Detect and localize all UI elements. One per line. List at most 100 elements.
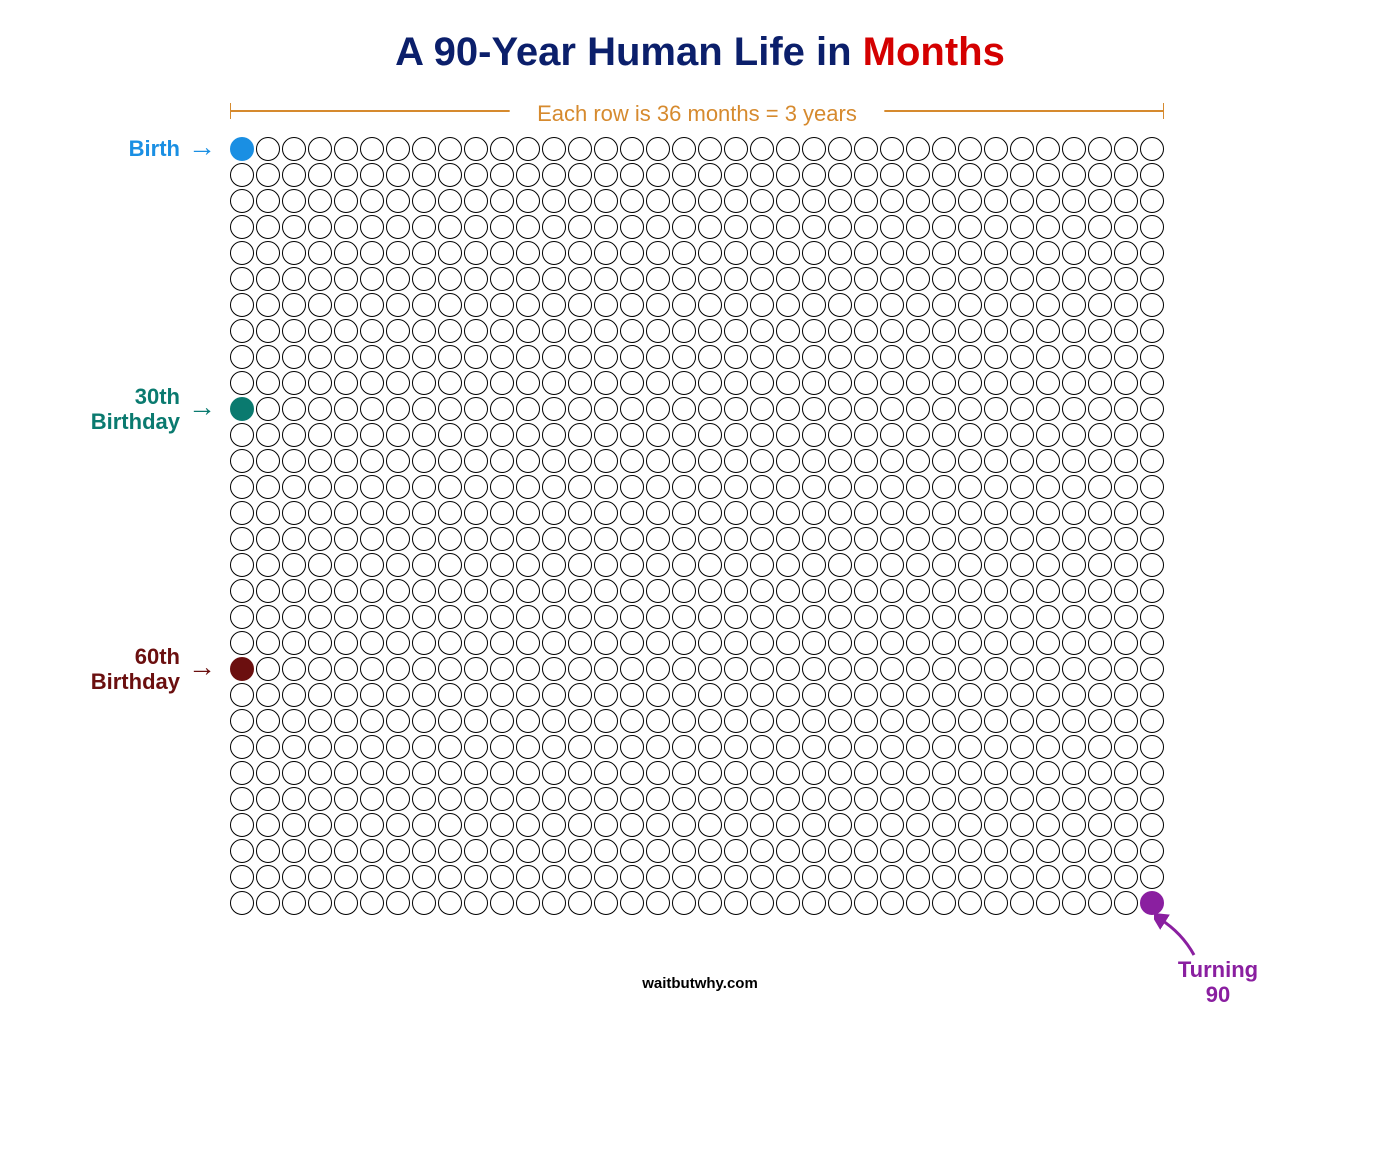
month-cell [282, 241, 306, 265]
month-cell [490, 449, 514, 473]
month-cell [1010, 605, 1034, 629]
month-cell [230, 345, 254, 369]
month-cell [230, 475, 254, 499]
arrow-right-icon: → [188, 651, 216, 683]
marker-label: 60thBirthday [40, 644, 180, 695]
month-cell [698, 735, 722, 759]
month-cell [542, 761, 566, 785]
month-cell [1114, 761, 1138, 785]
month-cell [516, 631, 540, 655]
month-cell [464, 761, 488, 785]
month-cell [1114, 163, 1138, 187]
month-cell [802, 839, 826, 863]
month-cell [958, 735, 982, 759]
month-cell [490, 371, 514, 395]
month-cell [568, 501, 592, 525]
month-cell [386, 787, 410, 811]
month-cell [854, 241, 878, 265]
grid-row [230, 683, 1164, 707]
month-cell [776, 293, 800, 317]
month-cell [1036, 319, 1060, 343]
month-cell [386, 553, 410, 577]
month-cell [386, 891, 410, 915]
month-cell [256, 579, 280, 603]
month-cell [308, 215, 332, 239]
month-cell [308, 475, 332, 499]
month-cell [958, 839, 982, 863]
grid-row [230, 475, 1164, 499]
month-cell [464, 189, 488, 213]
month-cell [594, 371, 618, 395]
month-cell [1062, 787, 1086, 811]
marker-label: Birth [40, 136, 180, 161]
month-cell [334, 345, 358, 369]
month-cell [386, 657, 410, 681]
month-cell [984, 189, 1008, 213]
month-cell [828, 527, 852, 551]
month-cell [516, 189, 540, 213]
month-cell [906, 709, 930, 733]
month-cell [906, 605, 930, 629]
month-cell [958, 423, 982, 447]
month-cell [308, 865, 332, 889]
month-cell [334, 839, 358, 863]
month-cell [256, 657, 280, 681]
month-cell [256, 345, 280, 369]
month-cell [360, 345, 384, 369]
end-marker-label: Turning90 [1158, 957, 1278, 1008]
month-cell [906, 839, 930, 863]
month-cell [334, 813, 358, 837]
month-cell [854, 527, 878, 551]
month-cell [1010, 371, 1034, 395]
arrow-right-icon: → [188, 391, 216, 423]
month-cell [1088, 865, 1112, 889]
month-cell [1140, 475, 1164, 499]
month-cell [646, 137, 670, 161]
month-cell [1114, 605, 1138, 629]
month-cell [1010, 345, 1034, 369]
month-cell [256, 371, 280, 395]
month-cell [750, 527, 774, 551]
month-cell [542, 735, 566, 759]
month-cell [854, 319, 878, 343]
month-cell [854, 189, 878, 213]
month-cell [958, 709, 982, 733]
month-cell [334, 163, 358, 187]
month-cell [1140, 787, 1164, 811]
month-cell [542, 293, 566, 317]
month-cell [906, 371, 930, 395]
month-cell [880, 475, 904, 499]
month-cell [1036, 579, 1060, 603]
month-cell [490, 735, 514, 759]
month-cell [438, 683, 462, 707]
month-cell [672, 501, 696, 525]
month-cell [334, 709, 358, 733]
month-cell [776, 839, 800, 863]
month-cell [568, 267, 592, 291]
month-cell [880, 423, 904, 447]
month-cell [594, 865, 618, 889]
month-cell [490, 605, 514, 629]
month-cell [646, 215, 670, 239]
month-cell [568, 579, 592, 603]
month-cell [776, 475, 800, 499]
month-cell [854, 735, 878, 759]
month-cell [672, 657, 696, 681]
month-cell [594, 267, 618, 291]
month-cell [620, 761, 644, 785]
month-cell [308, 579, 332, 603]
month-cell [906, 293, 930, 317]
month-cell [672, 683, 696, 707]
month-cell [1140, 761, 1164, 785]
month-cell [412, 241, 436, 265]
month-cell [672, 865, 696, 889]
month-cell [1088, 423, 1112, 447]
month-cell [516, 605, 540, 629]
month-cell [672, 397, 696, 421]
month-cell [542, 345, 566, 369]
month-cell [880, 891, 904, 915]
month-cell [308, 449, 332, 473]
month-cell [724, 761, 748, 785]
month-cell [620, 579, 644, 603]
month-cell [412, 475, 436, 499]
